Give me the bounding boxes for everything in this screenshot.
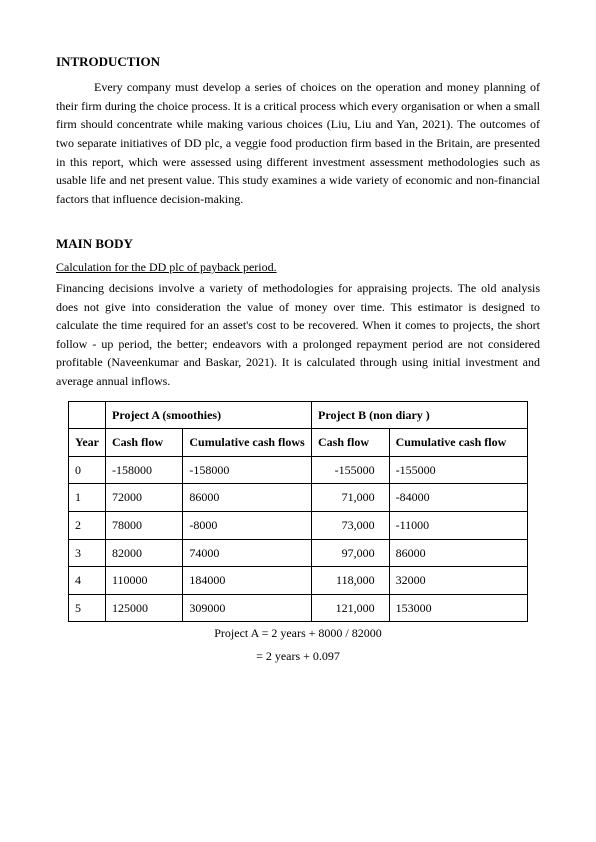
- project-b-title: Project B (non diary ): [312, 401, 528, 429]
- table-row: 5 125000 309000 121,000 153000: [69, 594, 528, 622]
- main-body-heading: MAIN BODY: [56, 234, 540, 254]
- cashflow-b-header: Cash flow: [312, 429, 390, 457]
- table-cell: -11000: [389, 511, 527, 539]
- table-cell: 73,000: [312, 511, 390, 539]
- year-header: Year: [69, 429, 106, 457]
- table-cell: [69, 401, 106, 429]
- table-cell: 2: [69, 511, 106, 539]
- table-cell: -155000: [389, 456, 527, 484]
- table-cell: 82000: [106, 539, 183, 567]
- table-cell: -158000: [106, 456, 183, 484]
- table-cell: 86000: [389, 539, 527, 567]
- table-cell: 97,000: [312, 539, 390, 567]
- table-cell: -155000: [312, 456, 390, 484]
- table-cell: 0: [69, 456, 106, 484]
- table-cell: -84000: [389, 484, 527, 512]
- table-cell: 71,000: [312, 484, 390, 512]
- table-cell: 72000: [106, 484, 183, 512]
- payback-table: Project A (smoothies) Project B (non dia…: [68, 401, 528, 623]
- table-row: 3 82000 74000 97,000 86000: [69, 539, 528, 567]
- table-row: 4 110000 184000 118,000 32000: [69, 567, 528, 595]
- table-cell: -8000: [183, 511, 312, 539]
- table-row: Project A (smoothies) Project B (non dia…: [69, 401, 528, 429]
- cumulative-b-header: Cumulative cash flow: [389, 429, 527, 457]
- payback-subheading: Calculation for the DD plc of payback pe…: [56, 258, 540, 277]
- calc-line-1: Project A = 2 years + 8000 / 82000: [56, 624, 540, 643]
- table-cell: -158000: [183, 456, 312, 484]
- table-cell: 153000: [389, 594, 527, 622]
- table-cell: 309000: [183, 594, 312, 622]
- table-cell: 32000: [389, 567, 527, 595]
- table-cell: 86000: [183, 484, 312, 512]
- table-cell: 118,000: [312, 567, 390, 595]
- table-cell: 74000: [183, 539, 312, 567]
- cashflow-a-header: Cash flow: [106, 429, 183, 457]
- cumulative-a-header: Cumulative cash flows: [183, 429, 312, 457]
- table-cell: 1: [69, 484, 106, 512]
- table-cell: 121,000: [312, 594, 390, 622]
- table-row: 1 72000 86000 71,000 -84000: [69, 484, 528, 512]
- intro-paragraph: Every company must develop a series of c…: [56, 78, 540, 208]
- calc-line-2: = 2 years + 0.097: [56, 647, 540, 666]
- table-cell: 125000: [106, 594, 183, 622]
- table-cell: 110000: [106, 567, 183, 595]
- intro-heading: INTRODUCTION: [56, 52, 540, 72]
- main-paragraph: Financing decisions involve a variety of…: [56, 279, 540, 391]
- table-row: 0 -158000 -158000 -155000 -155000: [69, 456, 528, 484]
- table-cell: 3: [69, 539, 106, 567]
- table-row: 2 78000 -8000 73,000 -11000: [69, 511, 528, 539]
- table-cell: 78000: [106, 511, 183, 539]
- table-cell: 4: [69, 567, 106, 595]
- table-row: Year Cash flow Cumulative cash flows Cas…: [69, 429, 528, 457]
- table-cell: 5: [69, 594, 106, 622]
- table-cell: 184000: [183, 567, 312, 595]
- project-a-title: Project A (smoothies): [106, 401, 312, 429]
